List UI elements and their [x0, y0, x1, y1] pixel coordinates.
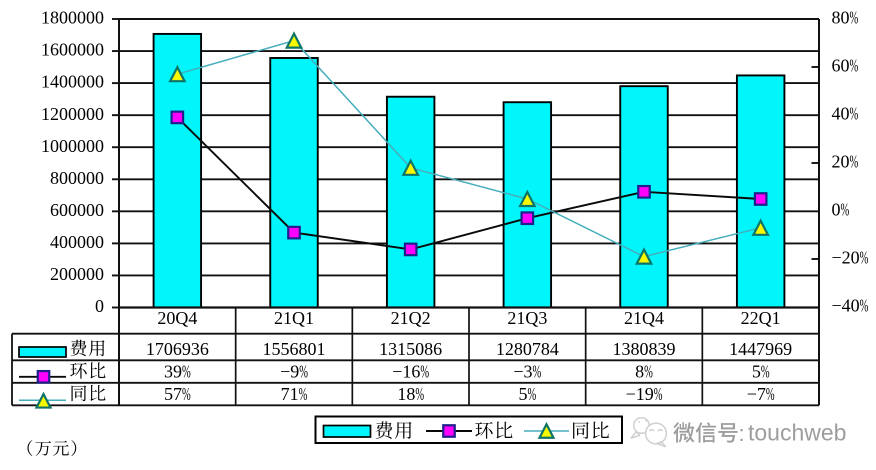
svg-text::: :: [738, 421, 744, 446]
svg-text:%: %: [850, 153, 859, 173]
svg-text:−20: −20: [832, 248, 860, 268]
svg-text:20Q4: 20Q4: [157, 308, 197, 328]
svg-text:20: 20: [832, 152, 850, 172]
svg-text:0: 0: [95, 296, 104, 316]
svg-text:%: %: [766, 386, 775, 406]
svg-text:%: %: [415, 386, 424, 406]
svg-text:200000: 200000: [50, 264, 104, 284]
svg-text:−16: −16: [392, 362, 420, 382]
svg-text:39: 39: [164, 362, 182, 382]
svg-text:1800000: 1800000: [41, 8, 104, 28]
svg-text:5: 5: [752, 362, 761, 382]
svg-text:18: 18: [397, 384, 415, 404]
svg-text:%: %: [644, 363, 653, 383]
svg-text:60: 60: [832, 56, 850, 76]
svg-text:−40: −40: [832, 296, 860, 316]
svg-text:1280784: 1280784: [496, 339, 559, 359]
svg-text:1200000: 1200000: [41, 104, 104, 124]
svg-text:8: 8: [635, 362, 644, 382]
svg-text:57: 57: [164, 384, 182, 404]
svg-text:71: 71: [281, 384, 299, 404]
svg-text:1000000: 1000000: [41, 136, 104, 156]
svg-text:%: %: [533, 363, 542, 383]
svg-text:touchweb: touchweb: [748, 420, 846, 446]
svg-text:1400000: 1400000: [41, 72, 104, 92]
svg-text:−7: −7: [747, 384, 766, 404]
svg-text:%: %: [299, 363, 308, 383]
svg-text:1600000: 1600000: [41, 40, 104, 60]
svg-text:21Q1: 21Q1: [274, 308, 314, 328]
svg-text:1315086: 1315086: [379, 339, 442, 359]
svg-text:21Q3: 21Q3: [507, 308, 547, 328]
svg-text:−19: −19: [626, 384, 654, 404]
svg-text:40: 40: [832, 104, 850, 124]
svg-text:600000: 600000: [50, 200, 104, 220]
svg-text:%: %: [182, 386, 191, 406]
svg-text:1380839: 1380839: [613, 339, 676, 359]
svg-text:%: %: [850, 57, 859, 77]
svg-text:1706936: 1706936: [146, 339, 209, 359]
svg-text:%: %: [654, 386, 663, 406]
svg-text:%: %: [850, 105, 859, 125]
svg-text:80: 80: [832, 8, 850, 28]
svg-text:%: %: [761, 363, 770, 383]
svg-text:800000: 800000: [50, 168, 104, 188]
svg-text:%: %: [841, 201, 850, 221]
svg-text:21Q2: 21Q2: [391, 308, 431, 328]
svg-text:22Q1: 22Q1: [741, 308, 781, 328]
svg-text:21Q4: 21Q4: [624, 308, 664, 328]
svg-text:1556801: 1556801: [263, 339, 326, 359]
svg-text:5: 5: [518, 384, 527, 404]
svg-text:%: %: [182, 363, 191, 383]
svg-text:0: 0: [832, 200, 841, 220]
svg-text:−3: −3: [513, 362, 532, 382]
svg-text:%: %: [299, 386, 308, 406]
svg-text:−9: −9: [280, 362, 299, 382]
svg-text:%: %: [527, 386, 536, 406]
svg-text:%: %: [420, 363, 429, 383]
svg-text:%: %: [850, 9, 859, 29]
svg-text:1447969: 1447969: [729, 339, 792, 359]
svg-text:%: %: [860, 249, 869, 269]
svg-text:%: %: [860, 297, 869, 317]
svg-text:400000: 400000: [50, 232, 104, 252]
